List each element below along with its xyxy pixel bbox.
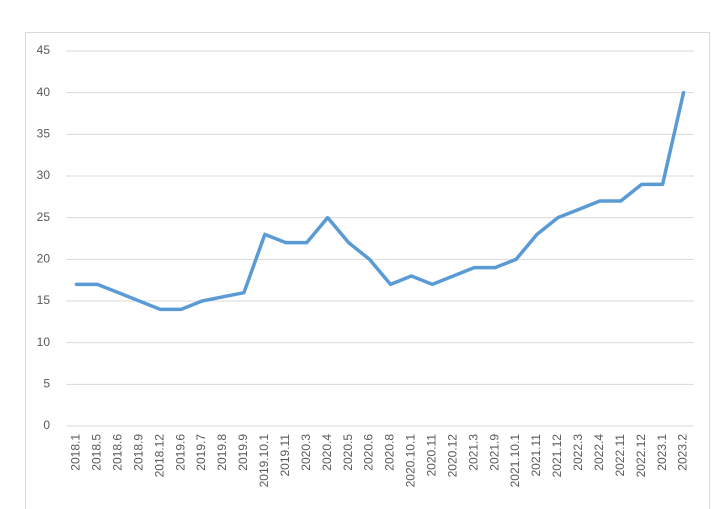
y-tick-label: 35: [37, 127, 51, 141]
x-tick-label: 2020.11: [425, 434, 439, 477]
x-tick-label: 2019.8: [215, 434, 229, 471]
x-tick-label: 2022.3: [571, 434, 585, 471]
x-tick-label: 2018.5: [90, 434, 104, 471]
x-tick-label: 2022.4: [592, 434, 606, 471]
y-tick-label: 15: [37, 293, 51, 307]
x-tick-label: 2018.12: [152, 434, 166, 478]
x-tick-label: 2020.12: [445, 434, 459, 478]
x-tick-label: 2021.3: [466, 434, 480, 471]
data-line: [74, 90, 686, 312]
x-tick-label: 2020.8: [383, 434, 397, 471]
x-tick-label: 2018.9: [131, 434, 145, 471]
x-tick-label: 2019.6: [173, 434, 187, 471]
y-tick-label: 40: [37, 85, 51, 99]
x-tick-label: 2022.11: [613, 434, 627, 477]
x-tick-label: 2021.9: [487, 434, 501, 471]
y-tick-label: 20: [37, 252, 51, 266]
x-tick-label: 2020.3: [299, 434, 313, 471]
y-tick-label: 30: [37, 168, 51, 182]
x-tick-label: 2021.12: [550, 434, 564, 478]
y-tick-label: 25: [37, 210, 51, 224]
x-tick-label: 2020.4: [320, 434, 334, 471]
x-tick-label: 2018.6: [111, 434, 125, 471]
x-tick-label: 2019.9: [236, 434, 250, 471]
x-tick-label: 2018.1: [69, 434, 83, 471]
x-tick-label: 2019.10.1: [257, 434, 271, 488]
x-tick-label: 2022.12: [634, 434, 648, 478]
x-tick-label: 2021.11: [529, 434, 543, 477]
y-tick-label: 5: [43, 377, 50, 391]
y-tick-label: 45: [37, 43, 51, 57]
x-tick-label: 2021.10.1: [508, 434, 522, 488]
x-tick-label: 2019.7: [194, 434, 208, 471]
x-tick-label: 2020.6: [362, 434, 376, 471]
x-tick-label: 2020.5: [341, 434, 355, 471]
y-tick-label: 10: [37, 335, 51, 349]
y-tick-label: 0: [43, 418, 50, 432]
x-tick-label: 2023.1: [655, 434, 669, 471]
x-tick-label: 2020.10.1: [404, 434, 418, 488]
x-tick-label: 2019.11: [278, 434, 292, 477]
x-tick-label: 2023.2: [676, 434, 690, 471]
chart-frame: [25, 32, 710, 509]
